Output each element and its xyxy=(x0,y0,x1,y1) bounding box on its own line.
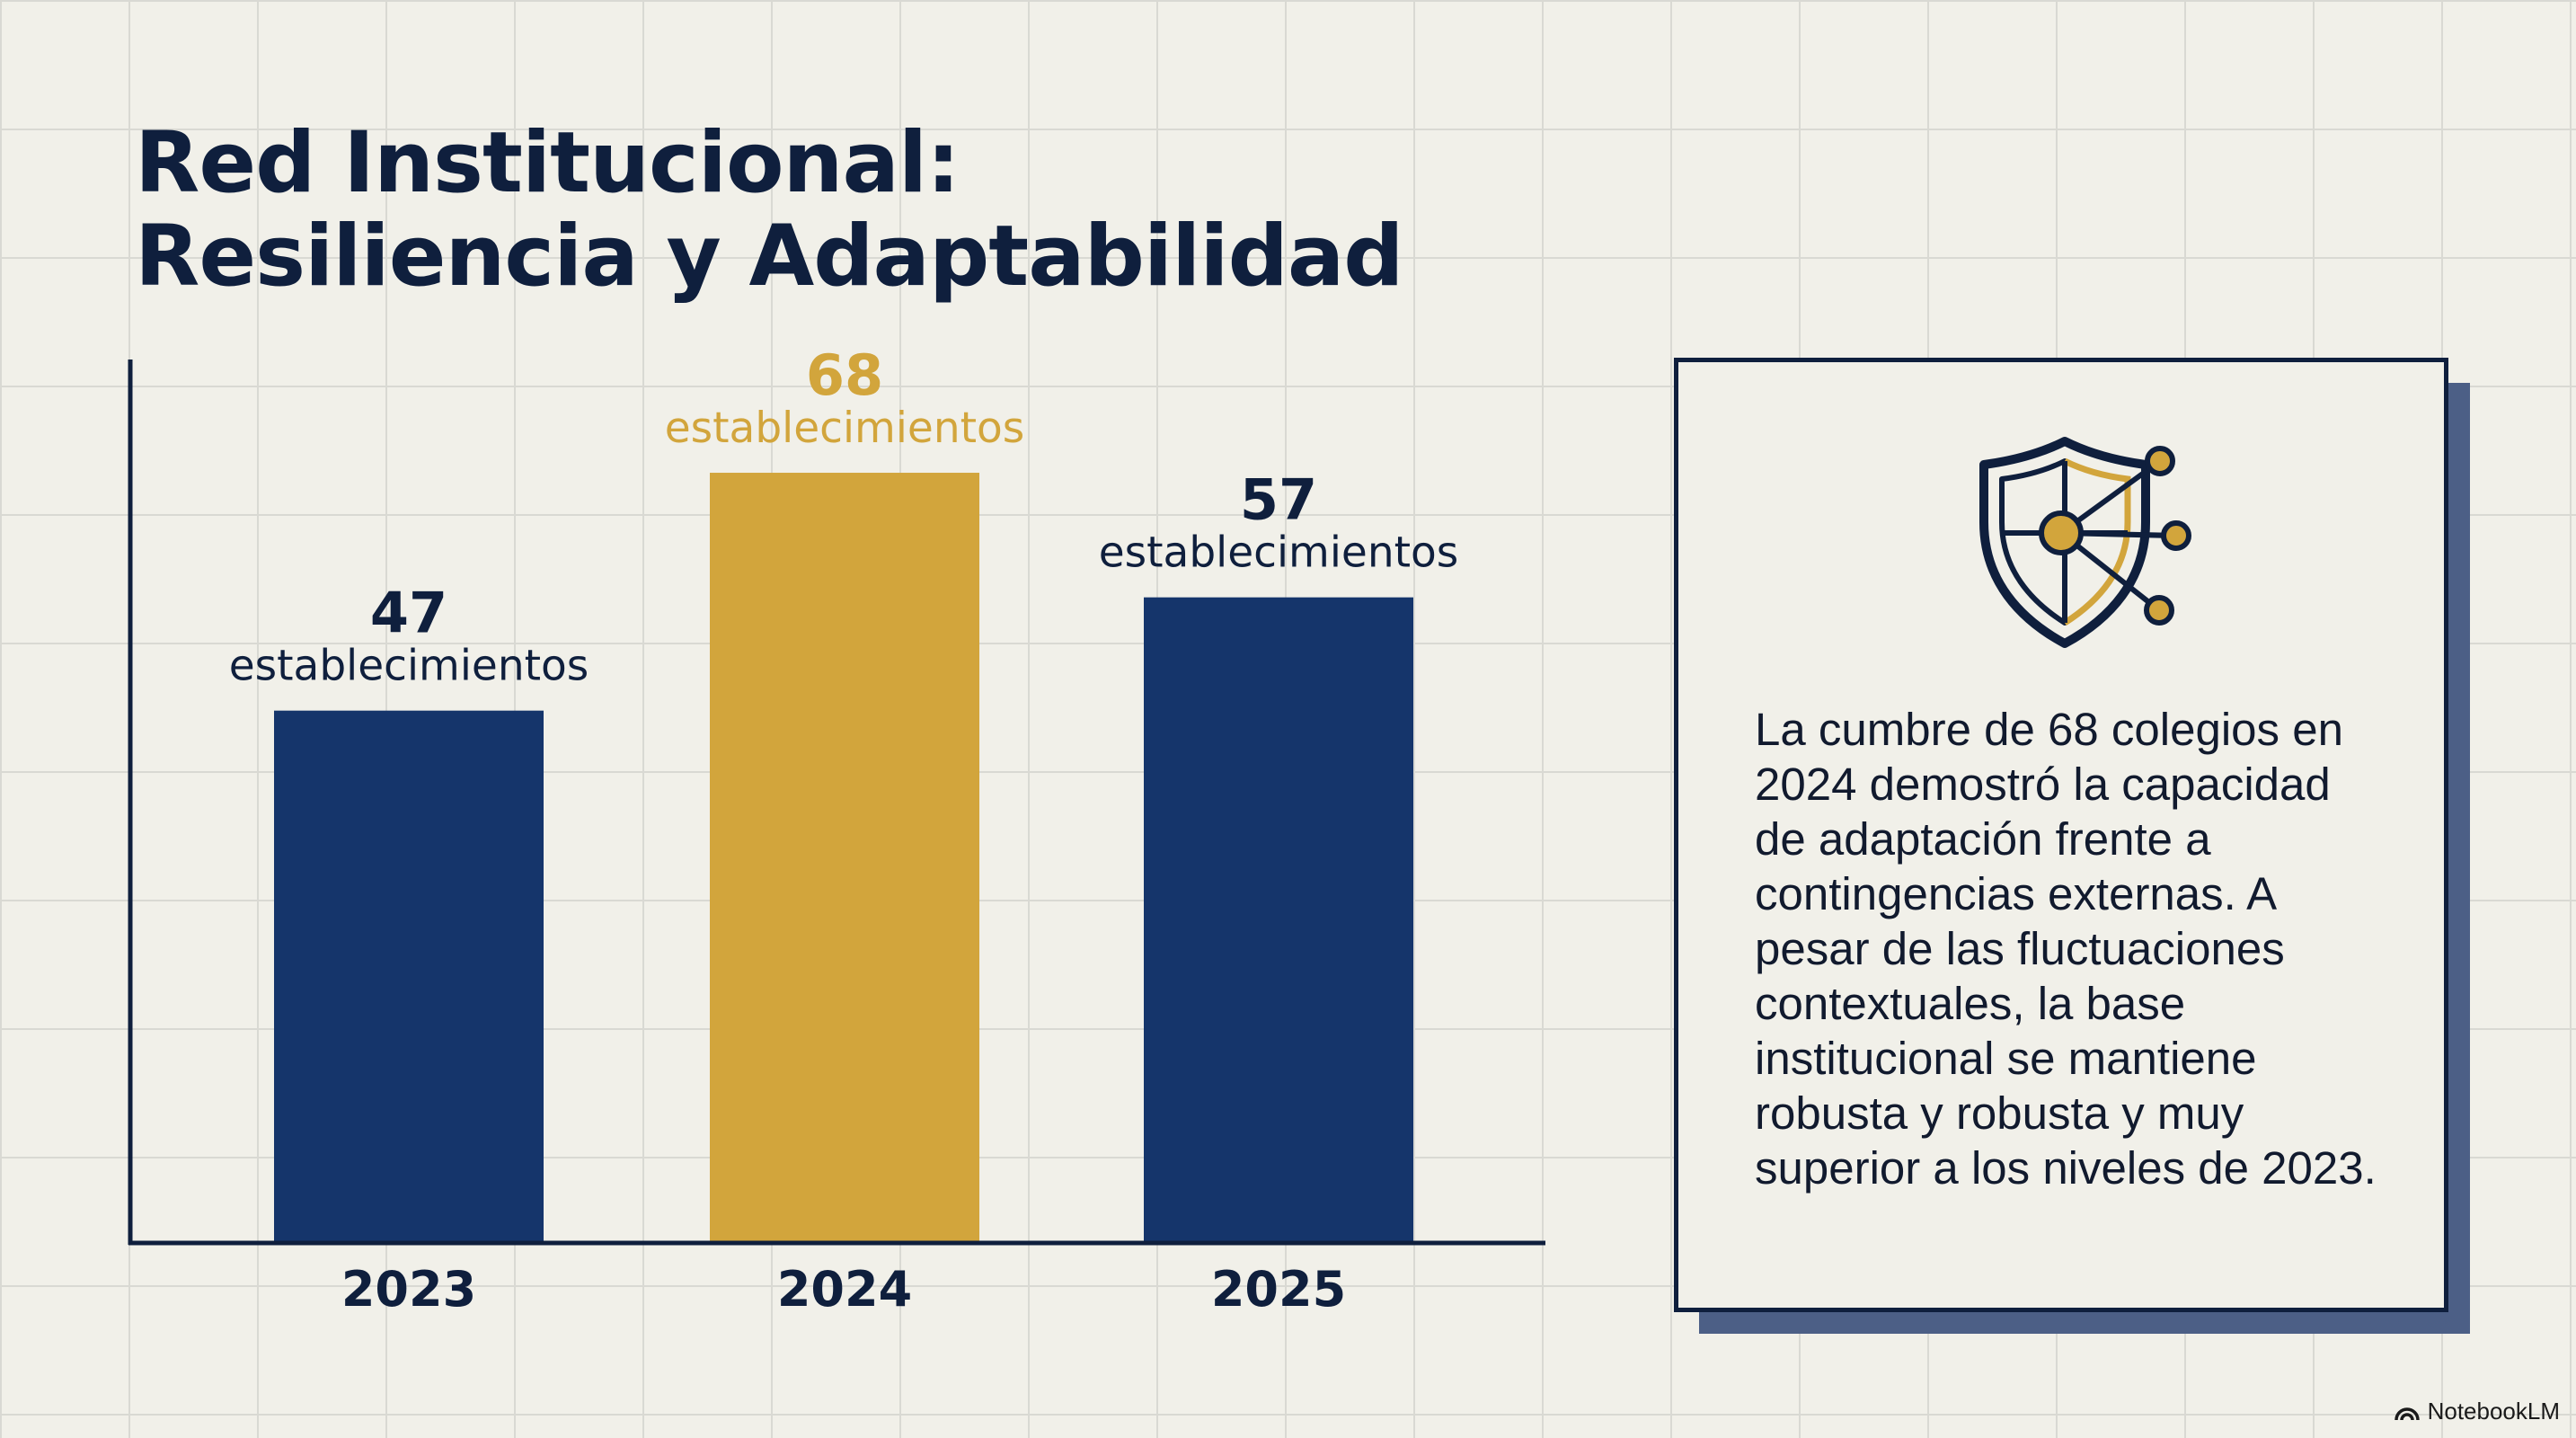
bar-2025 xyxy=(1144,597,1413,1243)
title-line-2: Resiliencia y Adaptabilidad xyxy=(135,208,1404,306)
bar-2024 xyxy=(710,473,979,1243)
data-label-unit-2024: establecimientos xyxy=(665,404,1025,453)
brand-label: NotebookLM xyxy=(2427,1398,2560,1425)
info-panel-text: La cumbre de 68 colegios en 2024 demostr… xyxy=(1755,704,2377,1194)
data-label-value-2024: 68 xyxy=(806,342,883,408)
data-label-unit-2025: establecimientos xyxy=(1099,528,1459,578)
notebooklm-icon xyxy=(2394,1407,2420,1420)
brand-watermark: NotebookLM xyxy=(2394,1398,2560,1425)
data-label-value-2025: 57 xyxy=(1240,467,1317,533)
data-label-value-2023: 47 xyxy=(370,581,447,646)
x-tick-label-2024: 2024 xyxy=(777,1261,912,1318)
data-label-unit-2023: establecimientos xyxy=(229,642,589,691)
x-tick-label-2023: 2023 xyxy=(341,1261,476,1318)
shield-network-icon xyxy=(1979,437,2191,648)
info-panel: La cumbre de 68 colegios en 2024 demostr… xyxy=(1674,358,2448,1312)
title-line-1: Red Institucional: xyxy=(135,114,960,212)
bar-chart: 47establecimientos202368establecimientos… xyxy=(128,342,1545,1318)
page-title: Red Institucional: Resiliencia y Adaptab… xyxy=(135,114,1404,306)
bar-2023 xyxy=(274,710,544,1243)
x-tick-label-2025: 2025 xyxy=(1211,1261,1346,1318)
